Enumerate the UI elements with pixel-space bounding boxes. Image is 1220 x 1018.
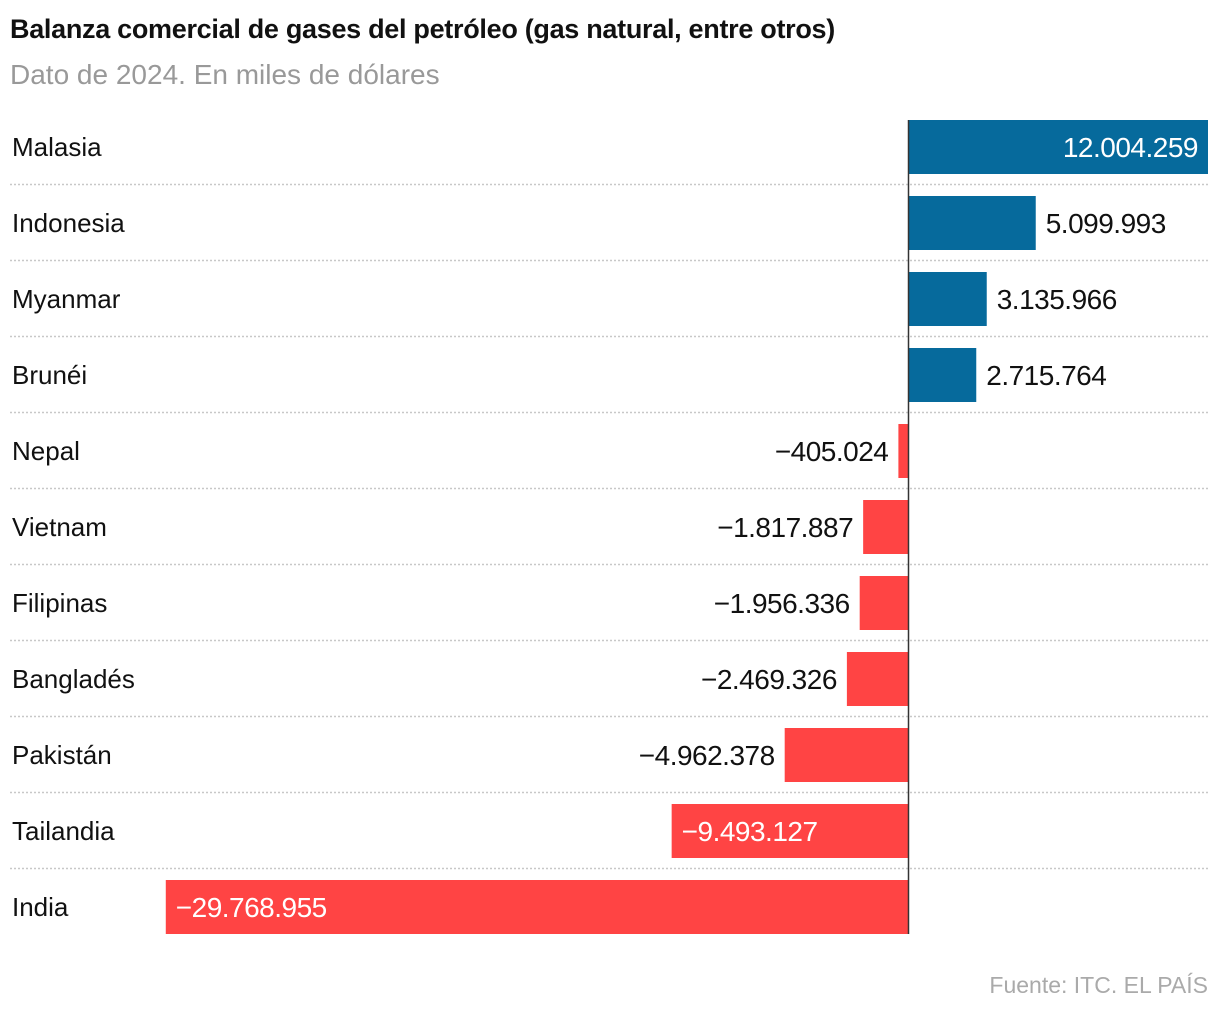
category-label: Tailandia xyxy=(12,816,115,846)
bar xyxy=(859,576,909,630)
data-label: 3.135.966 xyxy=(997,284,1117,315)
bar xyxy=(908,348,977,402)
data-label: −405.024 xyxy=(775,436,889,467)
chart-subtitle: Dato de 2024. En miles de dólares xyxy=(10,59,440,90)
category-label: Vietnam xyxy=(12,512,107,542)
data-label: 12.004.259 xyxy=(1063,132,1198,163)
category-label: Pakistán xyxy=(12,740,112,770)
bar xyxy=(671,804,909,858)
chart-title: Balanza comercial de gases del petróleo … xyxy=(10,14,835,44)
data-label: −9.493.127 xyxy=(682,816,818,847)
category-label: Malasia xyxy=(12,132,102,162)
bar xyxy=(784,728,909,782)
bar xyxy=(165,880,909,934)
category-label: Nepal xyxy=(12,436,80,466)
data-label: −2.469.326 xyxy=(701,664,837,695)
data-label: 5.099.993 xyxy=(1046,208,1166,239)
category-label: India xyxy=(12,892,69,922)
bar xyxy=(908,196,1036,250)
category-label: Myanmar xyxy=(12,284,121,314)
category-label: Bangladés xyxy=(12,664,135,694)
data-label: −1.956.336 xyxy=(714,588,850,619)
category-label: Brunéi xyxy=(12,360,87,390)
source-note: Fuente: ITC. EL PAÍS xyxy=(989,972,1208,998)
category-label: Filipinas xyxy=(12,588,107,618)
data-label: −29.768.955 xyxy=(176,892,327,923)
bar xyxy=(846,652,909,706)
bar xyxy=(898,424,909,478)
data-label: 2.715.764 xyxy=(986,360,1106,391)
data-label: −1.817.887 xyxy=(717,512,853,543)
bar xyxy=(863,500,909,554)
category-label: Indonesia xyxy=(12,208,125,238)
bar xyxy=(908,272,987,326)
data-label: −4.962.378 xyxy=(639,740,775,771)
bar xyxy=(908,120,1208,174)
